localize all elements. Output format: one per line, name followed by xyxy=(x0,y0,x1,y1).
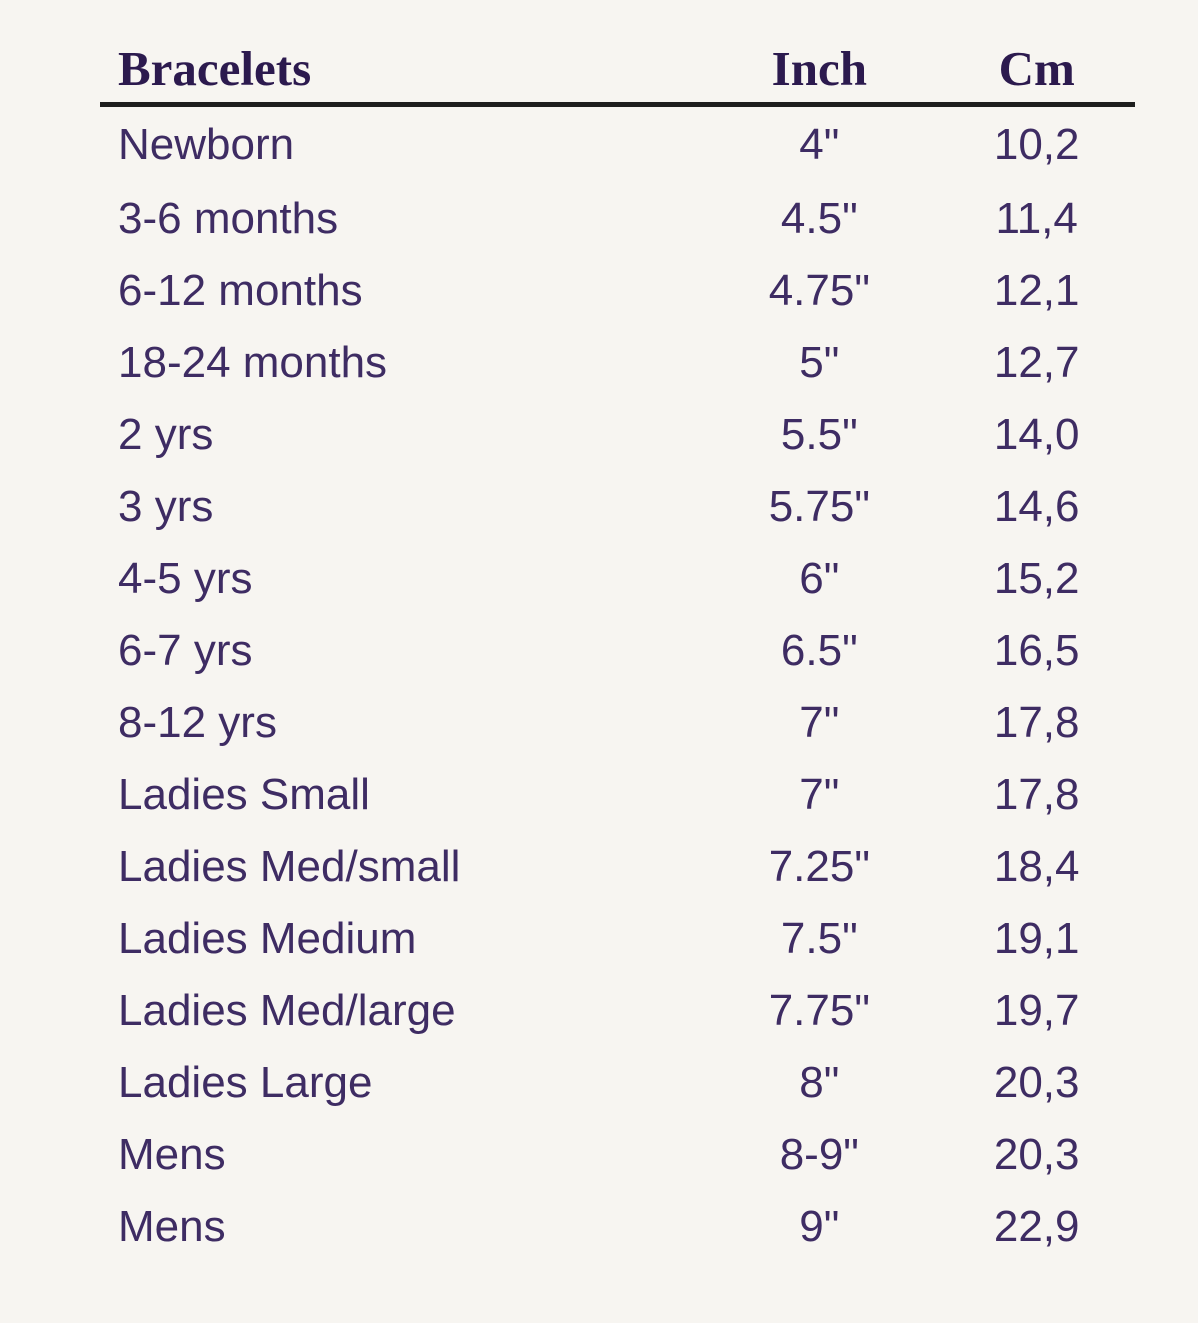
cm-cell: 20,3 xyxy=(993,1130,1080,1179)
size-cell: Ladies Med/large xyxy=(118,986,456,1035)
table-row: Mens 9" 22,9 xyxy=(100,1191,1135,1263)
inch-cell: 7.75" xyxy=(768,986,870,1035)
inch-cell: 7.25" xyxy=(768,842,870,891)
size-cell: Ladies Med/small xyxy=(118,842,461,891)
header-inch: Inch xyxy=(700,34,939,107)
inch-cell: 6" xyxy=(799,554,840,603)
table-row: 3-6 months 4.5" 11,4 xyxy=(100,183,1135,255)
size-cell: 2 yrs xyxy=(118,410,214,459)
inch-cell: 8" xyxy=(799,1058,840,1107)
table-row: Ladies Medium 7.5" 19,1 xyxy=(100,903,1135,975)
size-cell: 8-12 yrs xyxy=(118,698,277,747)
cm-cell: 17,8 xyxy=(993,698,1080,747)
size-cell: 3 yrs xyxy=(118,482,214,531)
inch-cell: 7" xyxy=(799,770,840,819)
size-cell: Mens xyxy=(118,1130,226,1179)
table-row: 3 yrs 5.75" 14,6 xyxy=(100,471,1135,543)
table-row: Ladies Med/large 7.75" 19,7 xyxy=(100,975,1135,1047)
cm-cell: 12,1 xyxy=(993,266,1080,315)
inch-cell: 7.5" xyxy=(780,914,858,963)
bracelet-size-table: Bracelets Inch Cm Newborn 4" 10,2 3-6 month… xyxy=(100,34,1135,1263)
cm-cell: 14,0 xyxy=(993,410,1080,459)
cm-cell: 10,2 xyxy=(993,120,1080,169)
cm-cell: 17,8 xyxy=(993,770,1080,819)
header-bracelets: Bracelets xyxy=(100,34,701,107)
cm-cell: 19,1 xyxy=(993,914,1080,963)
table-row: Newborn 4" 10,2 xyxy=(100,105,1135,184)
cm-cell: 18,4 xyxy=(993,842,1080,891)
table-row: 18-24 months 5" 12,7 xyxy=(100,327,1135,399)
size-cell: Ladies Medium xyxy=(118,914,417,963)
table-row: Ladies Med/small 7.25" 18,4 xyxy=(100,831,1135,903)
table-row: 8-12 yrs 7" 17,8 xyxy=(100,687,1135,759)
table-row: 6-7 yrs 6.5" 16,5 xyxy=(100,615,1135,687)
header-cm: Cm xyxy=(938,34,1135,107)
cm-cell: 14,6 xyxy=(993,482,1080,531)
size-cell: 18-24 months xyxy=(118,338,388,387)
size-cell: Mens xyxy=(118,1202,226,1251)
inch-cell: 6.5" xyxy=(780,626,858,675)
size-cell: 3-6 months xyxy=(118,194,339,243)
size-table-body: Newborn 4" 10,2 3-6 months 4.5" 11,4 6-12 mont… xyxy=(100,105,1135,1264)
table-row: Ladies Large 8" 20,3 xyxy=(100,1047,1135,1119)
size-cell: 6-12 months xyxy=(118,266,363,315)
table-row: Mens 8-9" 20,3 xyxy=(100,1119,1135,1191)
inch-cell: 5.75" xyxy=(768,482,870,531)
table-row: 2 yrs 5.5" 14,0 xyxy=(100,399,1135,471)
size-cell: Ladies Large xyxy=(118,1058,373,1107)
inch-cell: 9" xyxy=(799,1202,840,1251)
cm-cell: 16,5 xyxy=(993,626,1080,675)
table-row: 6-12 months 4.75" 12,1 xyxy=(100,255,1135,327)
inch-cell: 5" xyxy=(799,338,840,387)
table-header: Bracelets Inch Cm xyxy=(100,34,1135,107)
cm-cell: 12,7 xyxy=(993,338,1080,387)
inch-cell: 4" xyxy=(799,120,840,169)
cm-cell: 22,9 xyxy=(993,1202,1080,1251)
inch-cell: 5.5" xyxy=(780,410,858,459)
inch-cell: 7" xyxy=(799,698,840,747)
inch-cell: 4.75" xyxy=(768,266,870,315)
size-cell: 6-7 yrs xyxy=(118,626,253,675)
size-cell: Newborn xyxy=(118,120,295,169)
inch-cell: 4.5" xyxy=(780,194,858,243)
table-row: 4-5 yrs 6" 15,2 xyxy=(100,543,1135,615)
inch-cell: 8-9" xyxy=(779,1130,859,1179)
cm-cell: 20,3 xyxy=(993,1058,1080,1107)
cm-cell: 11,4 xyxy=(995,194,1078,243)
size-cell: Ladies Small xyxy=(118,770,370,819)
table-row: Ladies Small 7" 17,8 xyxy=(100,759,1135,831)
header-row: Bracelets Inch Cm xyxy=(100,34,1135,107)
cm-cell: 19,7 xyxy=(993,986,1080,1035)
cm-cell: 15,2 xyxy=(993,554,1080,603)
size-cell: 4-5 yrs xyxy=(118,554,253,603)
